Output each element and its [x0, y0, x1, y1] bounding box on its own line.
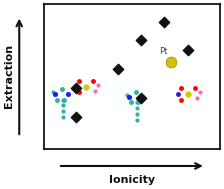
Point [116, 68, 120, 71]
Point [169, 60, 172, 64]
Point [74, 86, 77, 89]
Point [186, 49, 190, 52]
Point [139, 39, 142, 42]
Point [74, 115, 77, 118]
Text: Pt: Pt [159, 47, 168, 56]
Point [162, 20, 165, 23]
Point [139, 97, 142, 100]
Text: Extraction: Extraction [4, 44, 14, 108]
Text: Ionicity: Ionicity [109, 175, 155, 185]
